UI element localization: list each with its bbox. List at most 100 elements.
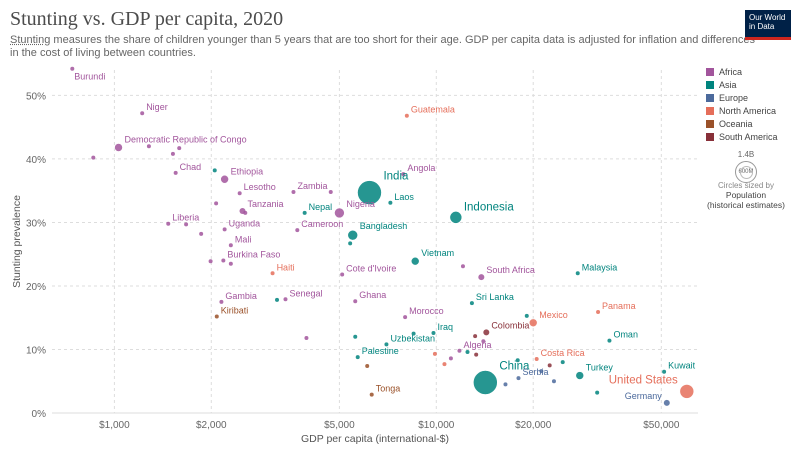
data-point — [410, 256, 420, 266]
x-axis-label: GDP per capita (international-$) — [301, 433, 449, 445]
data-point — [411, 331, 416, 336]
data-point — [221, 258, 226, 263]
size-legend-circle — [735, 161, 757, 183]
data-point — [91, 155, 96, 160]
legend-item[interactable]: Africa — [706, 66, 796, 78]
region-legend: Africa Asia Europe North America Oceania Sout… — [706, 66, 796, 144]
data-point — [457, 348, 462, 353]
point-label: Gambia — [225, 291, 257, 301]
point-label: Zambia — [297, 181, 327, 191]
data-point — [663, 399, 670, 406]
data-point — [355, 355, 360, 360]
data-point — [534, 357, 539, 362]
legend-item[interactable]: North America — [706, 105, 796, 117]
data-point — [275, 297, 280, 302]
point-label: Cote d'Ivoire — [346, 264, 396, 274]
subtitle-text: measures the share of children younger t… — [10, 34, 755, 59]
point-label: Uganda — [229, 218, 261, 228]
data-point — [515, 358, 520, 363]
logo-line-2: in Data — [749, 22, 775, 31]
point-label: China — [499, 361, 530, 373]
legend-item[interactable]: Europe — [706, 92, 796, 104]
data-point — [465, 350, 470, 355]
data-point — [474, 352, 479, 357]
size-legend: 1.4B 600M Circles sized by Population (h… — [700, 150, 792, 210]
data-point — [679, 384, 695, 399]
stunting-link[interactable]: Stunting — [10, 34, 51, 46]
legend-item[interactable]: Oceania — [706, 118, 796, 130]
point-label: Turkey — [586, 363, 614, 373]
data-point — [503, 382, 508, 387]
point-label: Liberia — [172, 213, 199, 223]
data-point — [365, 363, 370, 368]
size-legend-caption-2: Population — [725, 190, 767, 200]
legend-label: South America — [719, 132, 778, 142]
data-point — [560, 360, 565, 365]
data-point — [575, 271, 580, 276]
point-label: Kiribati — [221, 305, 249, 315]
data-point — [304, 336, 309, 341]
data-point — [146, 144, 151, 149]
data-point — [575, 371, 585, 380]
owid-logo[interactable]: Our World in Data — [745, 10, 791, 40]
size-legend-value: 1.4B — [737, 150, 755, 159]
legend-label: Africa — [719, 67, 743, 77]
data-point — [214, 314, 219, 319]
point-label: Colombia — [491, 320, 529, 330]
data-point — [219, 299, 224, 304]
data-point — [222, 227, 227, 232]
point-label: Algeria — [463, 340, 491, 350]
point-label: Mali — [235, 234, 252, 244]
data-point — [328, 189, 333, 194]
data-point — [478, 274, 485, 281]
y-tick-label: 50% — [26, 91, 46, 102]
data-point — [403, 315, 408, 320]
point-label: Guatemala — [411, 105, 455, 115]
data-point — [460, 264, 465, 269]
legend-swatch — [706, 94, 714, 102]
point-label: Malaysia — [582, 262, 618, 272]
size-legend-caption-3: (historical estimates) — [707, 200, 785, 210]
data-point — [177, 146, 182, 151]
data-point — [283, 297, 288, 302]
data-point — [449, 211, 463, 224]
point-label: Laos — [394, 192, 414, 202]
point-label: Sri Lanka — [476, 292, 514, 302]
data-point — [384, 342, 389, 347]
point-label: Burundi — [74, 72, 105, 82]
point-label: Lesotho — [244, 182, 276, 192]
legend-item[interactable]: South America — [706, 131, 796, 143]
point-label: Iraq — [437, 322, 453, 332]
data-point — [448, 356, 453, 361]
data-point — [547, 363, 552, 368]
point-label: Uzbekistan — [390, 333, 435, 343]
x-tick-label: $2,000 — [196, 420, 227, 431]
data-point — [353, 299, 358, 304]
legend-item[interactable]: Asia — [706, 79, 796, 91]
legend-label: North America — [719, 106, 777, 116]
y-tick-label: 30% — [26, 218, 46, 229]
data-point — [170, 151, 175, 156]
point-label: Burkina Faso — [227, 250, 280, 260]
data-point — [431, 330, 436, 335]
data-point — [243, 210, 248, 215]
data-point — [184, 222, 189, 227]
point-label: Indonesia — [464, 201, 514, 213]
legend-swatch — [706, 68, 714, 76]
chart-title: Stunting vs. GDP per capita, 2020 — [10, 8, 284, 30]
legend-swatch — [706, 133, 714, 141]
data-point — [70, 66, 75, 71]
y-tick-label: 20% — [26, 282, 46, 293]
y-axis-label: Stunting prevalence — [11, 195, 23, 288]
data-point — [539, 369, 544, 374]
data-point — [295, 228, 300, 233]
point-label: Democratic Republic of Congo — [125, 134, 247, 144]
legend-label: Asia — [719, 80, 737, 90]
data-point — [469, 301, 474, 306]
x-tick-label: $5,000 — [324, 420, 355, 431]
x-tick-label: $10,000 — [418, 420, 455, 431]
data-point — [401, 172, 406, 177]
point-label: Costa Rica — [541, 348, 585, 358]
data-point — [140, 111, 145, 116]
chart-subtitle: Stunting measures the share of children … — [10, 34, 755, 60]
